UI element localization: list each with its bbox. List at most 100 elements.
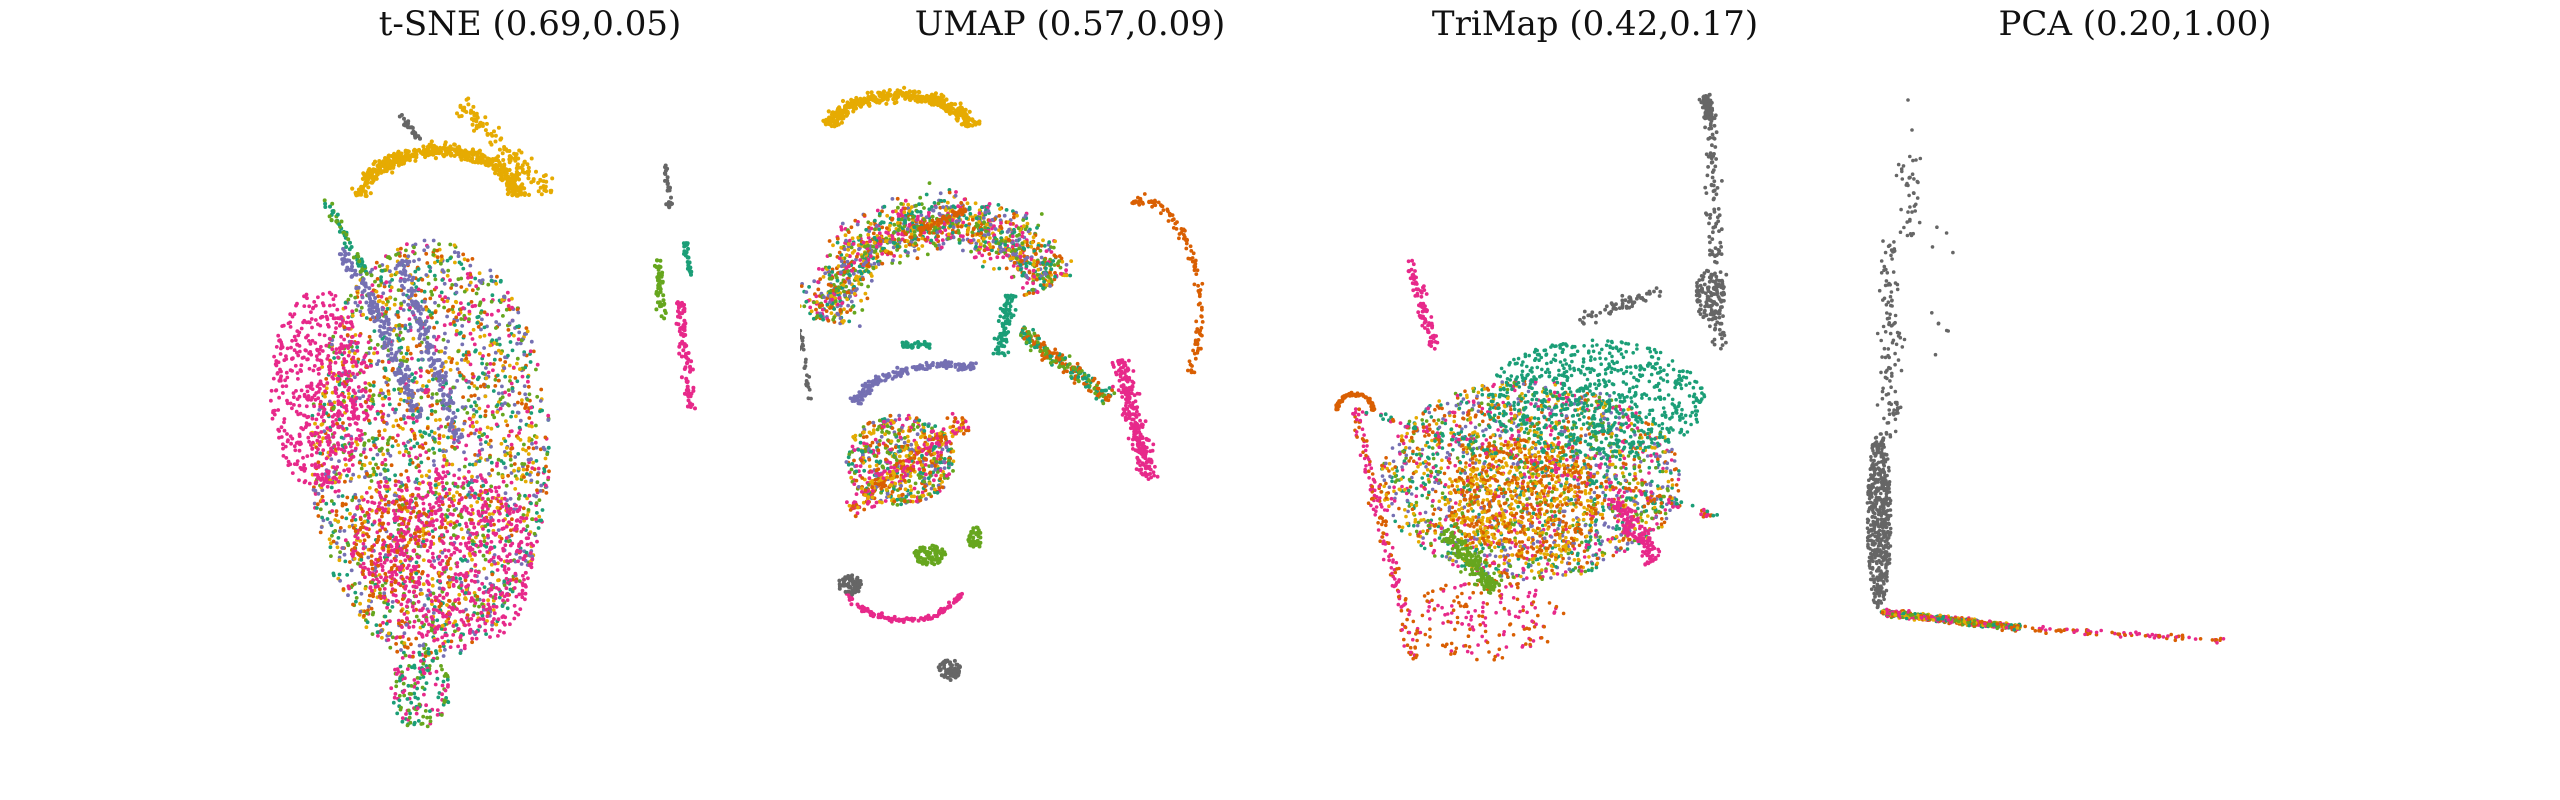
- data-point: [432, 565, 437, 570]
- data-point: [312, 501, 317, 506]
- data-point: [401, 553, 406, 557]
- data-point: [312, 300, 317, 304]
- data-point: [535, 511, 539, 515]
- data-point: [417, 643, 422, 648]
- data-point: [514, 414, 518, 419]
- data-point: [657, 264, 662, 269]
- data-point: [377, 393, 382, 398]
- data-point: [508, 506, 513, 511]
- data-point: [420, 357, 424, 362]
- data-point: [274, 359, 279, 363]
- data-point: [538, 178, 543, 183]
- data-point: [337, 316, 342, 321]
- data-point: [386, 510, 391, 515]
- data-point: [426, 573, 430, 578]
- data-point: [508, 622, 512, 627]
- data-point: [376, 537, 380, 542]
- data-point: [398, 338, 402, 343]
- data-point: [370, 180, 375, 185]
- data-point: [397, 503, 401, 508]
- data-point: [386, 602, 390, 607]
- data-point: [409, 299, 414, 304]
- data-point: [516, 188, 521, 193]
- data-point: [282, 417, 287, 421]
- data-point: [330, 342, 334, 347]
- data-point: [484, 544, 489, 549]
- data-point: [420, 388, 425, 392]
- data-point: [451, 494, 456, 499]
- data-point: [328, 520, 333, 525]
- data-point: [491, 362, 496, 366]
- data-point: [471, 304, 475, 308]
- data-point: [377, 580, 381, 584]
- data-point: [514, 594, 519, 599]
- data-point: [334, 513, 339, 517]
- data-point: [490, 546, 494, 550]
- data-point: [336, 494, 341, 499]
- data-point: [438, 648, 443, 653]
- data-point: [386, 549, 391, 554]
- data-point: [457, 601, 462, 605]
- data-point: [290, 357, 294, 361]
- data-point: [313, 421, 317, 426]
- data-point: [505, 183, 510, 188]
- data-point: [396, 508, 401, 513]
- data-point: [325, 484, 330, 489]
- data-point: [456, 251, 461, 255]
- data-point: [544, 464, 548, 469]
- data-point: [439, 525, 444, 530]
- data-point: [393, 512, 397, 516]
- data-point: [401, 453, 406, 458]
- data-point: [526, 172, 531, 177]
- data-point: [390, 170, 395, 175]
- data-point: [450, 444, 454, 449]
- data-point: [483, 628, 488, 633]
- data-point: [359, 368, 363, 373]
- data-point: [421, 446, 425, 450]
- data-point: [353, 360, 358, 364]
- data-point: [494, 489, 499, 494]
- data-point: [330, 313, 335, 317]
- tsne-points: [269, 96, 697, 729]
- data-point: [534, 367, 538, 372]
- data-point: [679, 375, 684, 380]
- data-point: [458, 609, 462, 614]
- data-point: [350, 518, 354, 523]
- data-point: [486, 353, 491, 357]
- data-point: [401, 308, 406, 312]
- data-point: [324, 477, 329, 481]
- data-point: [329, 457, 334, 461]
- data-point: [490, 293, 495, 298]
- data-point: [543, 456, 548, 461]
- data-point: [375, 577, 379, 582]
- data-point: [446, 559, 450, 563]
- data-point: [464, 524, 469, 529]
- data-point: [409, 293, 414, 298]
- data-point: [487, 332, 492, 337]
- data-point: [338, 526, 343, 530]
- data-point: [389, 590, 394, 594]
- data-point: [331, 371, 336, 376]
- data-point: [333, 529, 338, 533]
- data-point: [343, 305, 348, 310]
- data-point: [316, 295, 320, 300]
- data-point: [391, 407, 395, 412]
- data-point: [353, 375, 357, 380]
- data-point: [351, 416, 355, 421]
- data-point: [452, 142, 457, 147]
- data-point: [326, 469, 331, 474]
- data-point: [487, 472, 491, 476]
- data-point: [330, 480, 335, 485]
- data-point: [527, 473, 532, 477]
- data-point: [675, 301, 679, 306]
- data-point: [450, 424, 455, 429]
- data-point: [429, 143, 434, 148]
- data-point: [352, 409, 357, 413]
- data-point: [471, 551, 475, 556]
- data-point: [426, 629, 431, 634]
- data-point: [453, 260, 457, 265]
- data-point: [421, 501, 426, 506]
- data-point: [317, 435, 322, 439]
- data-point: [511, 510, 516, 514]
- data-point: [379, 170, 384, 175]
